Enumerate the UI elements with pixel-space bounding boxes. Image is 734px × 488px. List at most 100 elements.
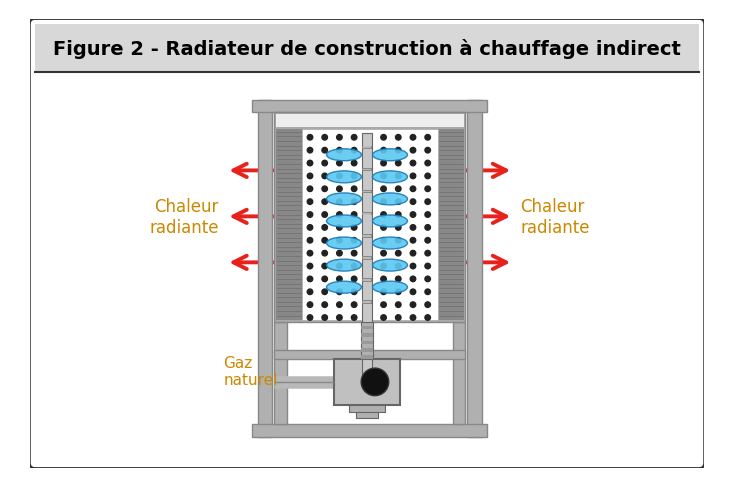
Circle shape (337, 315, 342, 321)
Circle shape (366, 135, 371, 141)
Circle shape (381, 289, 386, 295)
Circle shape (410, 148, 415, 154)
Bar (363, 256, 371, 260)
Circle shape (308, 289, 313, 295)
Circle shape (410, 277, 415, 282)
Circle shape (337, 200, 342, 205)
Circle shape (308, 277, 313, 282)
Circle shape (366, 315, 371, 321)
Bar (363, 235, 371, 237)
Circle shape (410, 161, 415, 166)
Circle shape (322, 212, 327, 218)
Ellipse shape (373, 216, 407, 227)
Bar (437, 130, 464, 321)
Bar (276, 115, 464, 128)
Circle shape (308, 174, 313, 179)
Circle shape (366, 264, 371, 269)
Bar (360, 326, 374, 330)
FancyBboxPatch shape (29, 20, 705, 468)
Ellipse shape (327, 171, 361, 183)
Circle shape (425, 200, 430, 205)
Circle shape (322, 251, 327, 256)
Circle shape (308, 135, 313, 141)
Circle shape (308, 225, 313, 231)
Bar (363, 147, 371, 149)
Circle shape (352, 264, 357, 269)
Circle shape (352, 302, 357, 308)
Circle shape (322, 186, 327, 192)
Circle shape (396, 289, 401, 295)
Bar (360, 355, 374, 359)
Circle shape (410, 315, 415, 321)
Circle shape (410, 238, 415, 244)
Circle shape (366, 186, 371, 192)
Circle shape (352, 238, 357, 244)
Circle shape (366, 277, 371, 282)
Circle shape (410, 302, 415, 308)
Ellipse shape (327, 238, 361, 249)
Circle shape (410, 289, 415, 295)
Bar (363, 169, 371, 171)
Circle shape (425, 251, 430, 256)
Ellipse shape (373, 282, 407, 294)
Circle shape (410, 251, 415, 256)
Circle shape (337, 251, 342, 256)
Circle shape (396, 135, 401, 141)
Circle shape (366, 289, 371, 295)
Circle shape (381, 251, 386, 256)
Circle shape (396, 238, 401, 244)
Bar (274, 113, 465, 323)
Ellipse shape (327, 216, 361, 227)
Circle shape (352, 174, 357, 179)
Bar (274, 350, 465, 359)
Bar (363, 302, 371, 303)
Circle shape (337, 161, 342, 166)
Circle shape (381, 277, 386, 282)
Circle shape (352, 251, 357, 256)
Bar (363, 191, 371, 193)
Circle shape (366, 148, 371, 154)
Circle shape (396, 264, 401, 269)
Circle shape (425, 289, 430, 295)
Circle shape (396, 161, 401, 166)
Circle shape (425, 225, 430, 231)
Circle shape (366, 200, 371, 205)
Circle shape (396, 251, 401, 256)
Circle shape (352, 148, 357, 154)
Circle shape (410, 225, 415, 231)
Circle shape (308, 251, 313, 256)
Circle shape (337, 212, 342, 218)
Circle shape (352, 161, 357, 166)
Circle shape (381, 148, 386, 154)
Circle shape (322, 289, 327, 295)
Bar (363, 234, 371, 238)
Circle shape (410, 212, 415, 218)
Circle shape (352, 135, 357, 141)
Circle shape (410, 186, 415, 192)
Circle shape (337, 174, 342, 179)
Circle shape (308, 161, 313, 166)
Circle shape (425, 148, 430, 154)
Circle shape (396, 174, 401, 179)
Circle shape (396, 148, 401, 154)
Circle shape (425, 264, 430, 269)
Circle shape (322, 277, 327, 282)
Circle shape (308, 302, 313, 308)
Circle shape (425, 174, 430, 179)
Ellipse shape (373, 194, 407, 205)
Bar (360, 323, 374, 359)
Circle shape (425, 302, 430, 308)
Circle shape (337, 186, 342, 192)
Circle shape (322, 264, 327, 269)
Circle shape (337, 148, 342, 154)
Circle shape (381, 238, 386, 244)
Bar (363, 190, 371, 194)
Bar (276, 130, 302, 321)
Circle shape (396, 225, 401, 231)
Circle shape (425, 277, 430, 282)
Bar (468, 101, 482, 437)
Circle shape (381, 212, 386, 218)
Circle shape (352, 315, 357, 321)
Circle shape (425, 186, 430, 192)
Ellipse shape (327, 282, 361, 294)
